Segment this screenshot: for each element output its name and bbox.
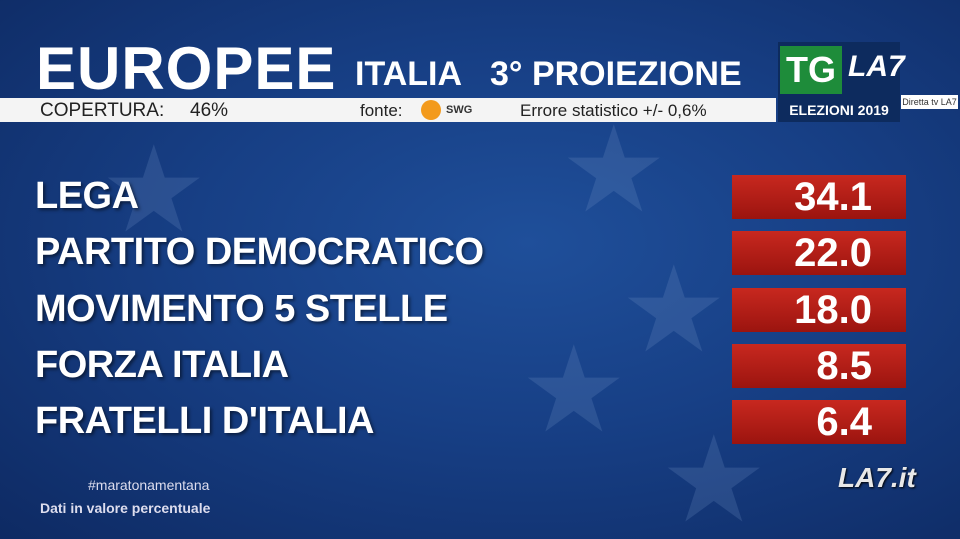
coverage-label: COPERTURA: (40, 100, 165, 121)
source-label: fonte: (360, 101, 403, 120)
star-decoration: ★ (100, 123, 208, 257)
hashtag: #maratonamentana (88, 477, 210, 493)
party-name: PARTITO DEMOCRATICO (35, 231, 484, 274)
tg-logo: TG LA7 (778, 42, 905, 98)
party-value: 6.4 (732, 400, 906, 445)
source-icon (421, 100, 441, 120)
party-name: FRATELLI D'ITALIA (35, 400, 374, 443)
party-value: 8.5 (732, 343, 906, 388)
channel-logo: LA7 (848, 50, 905, 83)
star-decoration: ★ (620, 243, 728, 377)
party-value: 18.0 (732, 287, 906, 332)
star-decoration: ★ (520, 323, 628, 457)
election-label: ELEZIONI 2019 (778, 98, 900, 122)
title: EUROPEE (36, 35, 337, 102)
star-decoration: ★ (560, 103, 668, 237)
party-name: MOVIMENTO 5 STELLE (35, 287, 448, 330)
party-name: LEGA (35, 175, 139, 217)
footer-note: Dati in valore percentuale (40, 500, 211, 516)
party-name: FORZA ITALIA (35, 343, 289, 386)
watermark: Diretta tv LA7 (901, 95, 958, 109)
projection: 3° PROIEZIONE (490, 55, 742, 93)
corner-logo: LA7.it (838, 462, 916, 493)
error: Errore statistico +/- 0,6% (520, 101, 707, 120)
source: SWG (446, 104, 473, 116)
region: ITALIA (355, 55, 463, 93)
party-value: 34.1 (732, 175, 906, 219)
party-value: 22.0 (732, 231, 906, 276)
coverage-value: 46% (190, 100, 229, 121)
tg-logo-text: TG (780, 46, 842, 94)
info-bar: COPERTURA: 46% fonte: SWG Errore statist… (0, 98, 776, 122)
